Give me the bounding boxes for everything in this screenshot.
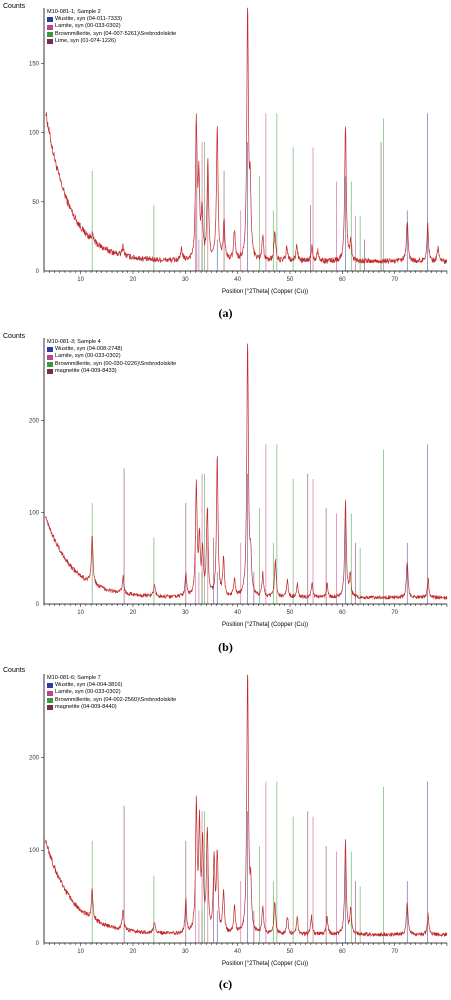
sample-title: M10-081-3; Sample 4 — [47, 339, 101, 345]
legend-item-lime: Lime, syn (01-074-1226) — [47, 38, 176, 45]
y-tick-label: 50 — [32, 200, 39, 206]
y-tick-label: 100 — [29, 510, 40, 516]
x-tick-label: 20 — [130, 610, 137, 616]
y-axis-title: Counts — [3, 3, 26, 10]
x-tick-label: 50 — [287, 277, 294, 283]
x-tick-label: 50 — [287, 610, 294, 616]
legend-swatch — [47, 347, 53, 353]
x-tick-label: 50 — [287, 949, 294, 955]
legend-item-lamite: Lamite, syn (00-033-0302) — [47, 689, 176, 696]
sample-title: M10-081-1; Sample 2 — [47, 9, 101, 15]
legend-swatch — [47, 690, 53, 696]
sample-title: M10-081-6; Sample 7 — [47, 675, 101, 681]
x-tick-label: 60 — [339, 610, 346, 616]
xrd-plot-c: 10 20 30 40 50 60 70 100 200 0 — [29, 674, 448, 955]
x-axis-title: Position [°2Theta] (Copper (Cu)) — [222, 289, 309, 295]
legend-swatch — [47, 24, 53, 30]
x-tick-label: 10 — [77, 277, 84, 283]
measured-pattern-line — [45, 674, 448, 937]
legend-swatch — [47, 704, 53, 710]
y-tick-label: 0 — [36, 941, 40, 947]
x-tick-label: 30 — [182, 277, 189, 283]
xrd-plot-b: 10 20 30 40 50 60 70 100 200 0 — [29, 338, 448, 616]
x-tick-label: 30 — [182, 610, 189, 616]
legend-swatch — [47, 683, 53, 689]
xrd-plot-a: 10 20 30 40 50 60 70 50 100 150 0 — [29, 7, 448, 283]
y-tick-label: 100 — [29, 848, 40, 854]
x-tick-label: 30 — [182, 949, 189, 955]
legend-item-magnetite: magnetite (04-009-8433) — [47, 368, 176, 375]
x-tick-label: 10 — [77, 610, 84, 616]
x-axis-title: Position [°2Theta] (Copper (Cu)) — [222, 622, 309, 628]
legend: M10-081-6; Sample 7 Wustite, syn (04-004… — [47, 675, 176, 711]
x-tick-label: 40 — [234, 949, 241, 955]
x-tick-label: 40 — [234, 277, 241, 283]
y-axis-title: Counts — [3, 667, 26, 674]
legend: M10-081-1; Sample 2 Wustite, syn (04-011… — [47, 9, 176, 45]
legend-item-lamite: Lamite, syn (00-033-0302) — [47, 23, 176, 30]
xrd-panel-a: Counts 10 20 30 40 50 60 70 50 100 150 0 M10-081-1… — [0, 0, 451, 330]
legend-item-brownmillerite: Brownmillerite, syn (04-007-5261)\Srebro… — [47, 31, 176, 38]
y-tick-label: 200 — [29, 755, 40, 761]
legend-item-brownmillerite: Brownmillerite, syn (04-002-2560)\Srebro… — [47, 697, 176, 704]
reference-lines — [91, 781, 428, 943]
legend-item-brownmillerite: Brownmillerite, syn (00-030-0226)\Srebro… — [47, 361, 176, 368]
xrd-panel-b: Counts 10 20 30 40 50 60 70 100 200 0 M10-081-3; … — [0, 330, 451, 664]
x-tick-label: 60 — [339, 277, 346, 283]
figure-caption-c: (c) — [218, 977, 233, 991]
legend-swatch — [47, 361, 53, 367]
y-tick-label: 100 — [29, 131, 40, 137]
xrd-panel-c: Counts 10 20 30 40 50 60 70 100 200 0 M10-081-6; … — [0, 664, 451, 1000]
x-tick-label: 70 — [391, 610, 398, 616]
legend-item-lamite: Lamite, syn (00-033-0302) — [47, 353, 176, 360]
x-tick-label: 40 — [234, 610, 241, 616]
y-tick-label: 0 — [36, 602, 40, 608]
y-tick-label: 200 — [29, 419, 40, 425]
y-tick-label: 0 — [36, 269, 40, 275]
measured-pattern-line — [45, 343, 448, 600]
x-tick-label: 20 — [130, 277, 137, 283]
legend-item-magnetite: magnetite (04-009-8440) — [47, 704, 176, 711]
measured-pattern-line — [45, 7, 448, 264]
x-tick-label: 70 — [391, 949, 398, 955]
legend-swatch — [47, 354, 53, 360]
x-tick-label: 10 — [77, 949, 84, 955]
legend-swatch — [47, 697, 53, 703]
legend-swatch — [47, 368, 53, 374]
y-tick-label: 150 — [29, 61, 40, 67]
x-tick-label: 70 — [391, 277, 398, 283]
legend: M10-081-3; Sample 4 Wustite, syn (04-008… — [47, 339, 176, 375]
legend-item-wustite: Wustite, syn (04-004-3816) — [47, 682, 176, 689]
legend-swatch — [47, 38, 53, 44]
x-axis-title: Position [°2Theta] (Copper (Cu)) — [222, 961, 309, 967]
x-tick-label: 60 — [339, 949, 346, 955]
legend-swatch — [47, 17, 53, 23]
legend-swatch — [47, 31, 53, 37]
reference-lines — [91, 444, 428, 604]
figure-caption-b: (b) — [218, 640, 233, 654]
reference-lines — [91, 113, 428, 271]
figure-caption-a: (a) — [218, 306, 233, 320]
legend-item-wustite: Wustite, syn (04-011-7333) — [47, 16, 176, 23]
y-axis-title: Counts — [3, 333, 26, 340]
x-tick-label: 20 — [130, 949, 137, 955]
legend-item-wustite: Wustite, syn (04-008-2748) — [47, 346, 176, 353]
